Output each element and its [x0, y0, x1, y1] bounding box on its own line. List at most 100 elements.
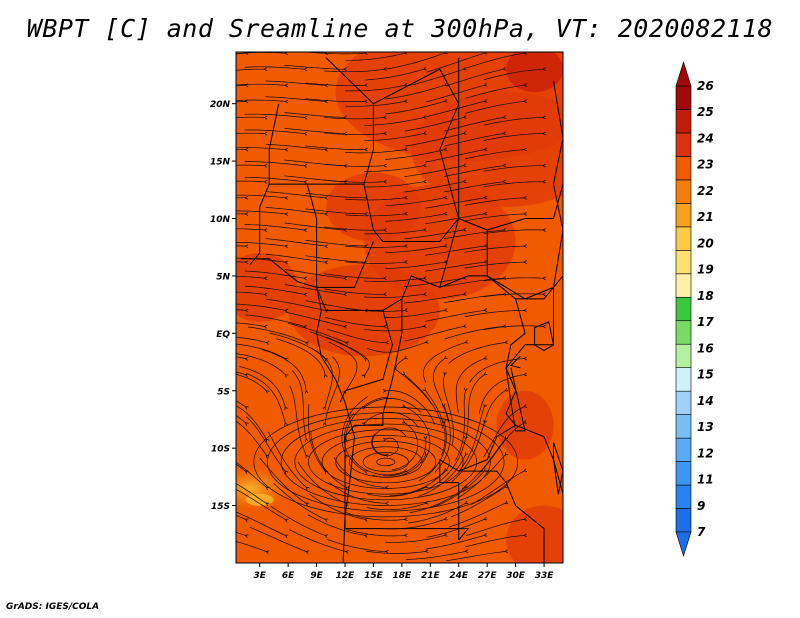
streamline	[289, 385, 307, 456]
streamline	[382, 438, 427, 477]
streamline	[350, 454, 405, 476]
streamline	[385, 213, 445, 222]
streamline-arrow	[403, 517, 408, 522]
streamline-arrow	[244, 357, 249, 361]
vortex-streamline	[308, 429, 464, 495]
streamline-arrow	[244, 260, 249, 265]
streamline-arrow	[324, 212, 328, 217]
lon-tick-label: 6E	[282, 571, 295, 581]
streamline	[265, 80, 326, 86]
streamline	[478, 374, 525, 414]
streamline-arrow	[383, 115, 387, 120]
streamline-arrow	[303, 325, 308, 329]
streamline-arrow	[464, 340, 469, 344]
coolest-patch	[245, 493, 274, 506]
streamline	[245, 373, 286, 423]
country-borders	[240, 57, 563, 563]
streamline	[409, 486, 466, 513]
streamline	[345, 213, 405, 217]
streamline	[244, 285, 305, 295]
streamline-arrow	[523, 260, 527, 264]
streamline-arrow	[462, 115, 467, 119]
streamline-arrow	[303, 180, 308, 184]
streamline	[324, 163, 384, 167]
streamline	[406, 551, 466, 560]
streamline	[425, 261, 485, 272]
streamline-arrow	[462, 66, 467, 71]
streamline-arrow	[502, 324, 507, 329]
map-frame	[235, 51, 564, 564]
streamline	[269, 332, 326, 359]
streamline-arrow	[443, 147, 448, 152]
colorbar-label: 9	[697, 499, 705, 513]
streamline-arrow	[443, 243, 448, 248]
streamline-arrow	[483, 243, 488, 248]
streamline	[343, 412, 366, 472]
streamline	[483, 325, 544, 330]
streamline-arrow	[343, 276, 347, 281]
streamline-arrow	[324, 470, 329, 475]
streamline-arrow	[465, 452, 469, 456]
streamline	[326, 336, 370, 375]
lon-tick-label: 27E	[478, 571, 498, 581]
streamline	[389, 470, 445, 496]
streamline	[364, 181, 424, 188]
streamline-arrow	[244, 308, 249, 313]
streamline-arrow	[322, 406, 327, 410]
streamline	[404, 406, 431, 463]
streamline	[236, 116, 265, 119]
streamline	[285, 311, 345, 327]
streamline-arrow	[305, 486, 310, 491]
streamline-arrow	[542, 276, 546, 281]
streamline-arrow	[284, 244, 289, 249]
latitude-axis: 20N 15N 10N 5N EQ 5S 10S 15S	[210, 100, 236, 512]
colorbar-swatch	[675, 390, 692, 415]
streamline-arrow	[443, 52, 448, 55]
streamline-arrow	[345, 341, 349, 346]
country-border	[505, 287, 554, 369]
streamline-arrow	[483, 356, 488, 360]
streamline-arrow	[483, 259, 488, 264]
streamline-arrow	[462, 324, 467, 328]
streamline	[236, 291, 265, 295]
streamline	[483, 133, 544, 141]
streamline	[425, 197, 485, 209]
streamline	[327, 328, 386, 343]
streamline-arrow	[483, 371, 488, 376]
streamline	[284, 112, 345, 118]
streamline-arrow	[443, 308, 448, 312]
streamline	[305, 192, 365, 199]
streamline-arrow	[443, 516, 448, 521]
streamline-arrow	[443, 99, 448, 103]
colorbar: 7 9 11 12 13 14 15 16 17 18 19 20 21 22 23 24 25 26	[675, 60, 714, 558]
streamline-arrow	[403, 99, 408, 103]
streamline	[265, 206, 326, 215]
streamline	[464, 310, 525, 318]
streamline	[385, 390, 436, 425]
colorbar-label: 25	[697, 105, 714, 119]
streamline	[244, 176, 305, 183]
streamline-arrow	[542, 179, 546, 184]
streamline	[244, 129, 305, 134]
colorbar-swatch	[675, 461, 692, 486]
colorbar-label: 26	[697, 79, 714, 93]
streamline	[364, 133, 424, 142]
colorbar-label: 24	[697, 131, 714, 145]
streamline-arrow	[523, 468, 528, 472]
colorbar-label: 15	[697, 368, 714, 382]
streamline-arrow	[284, 212, 289, 217]
streamline-arrow	[462, 275, 467, 280]
colorbar-label: 14	[697, 394, 714, 408]
streamline-arrow	[324, 518, 329, 522]
streamline-arrow	[523, 308, 527, 313]
warm-patch	[236, 252, 298, 322]
streamline-arrow	[483, 516, 488, 521]
streamline-arrow	[422, 292, 427, 296]
streamline	[324, 356, 340, 423]
streamline	[385, 519, 445, 530]
lat-tick-label: EQ	[216, 330, 230, 340]
streamline	[236, 415, 246, 424]
streamline	[404, 277, 464, 287]
vortex-streamline	[267, 412, 505, 512]
